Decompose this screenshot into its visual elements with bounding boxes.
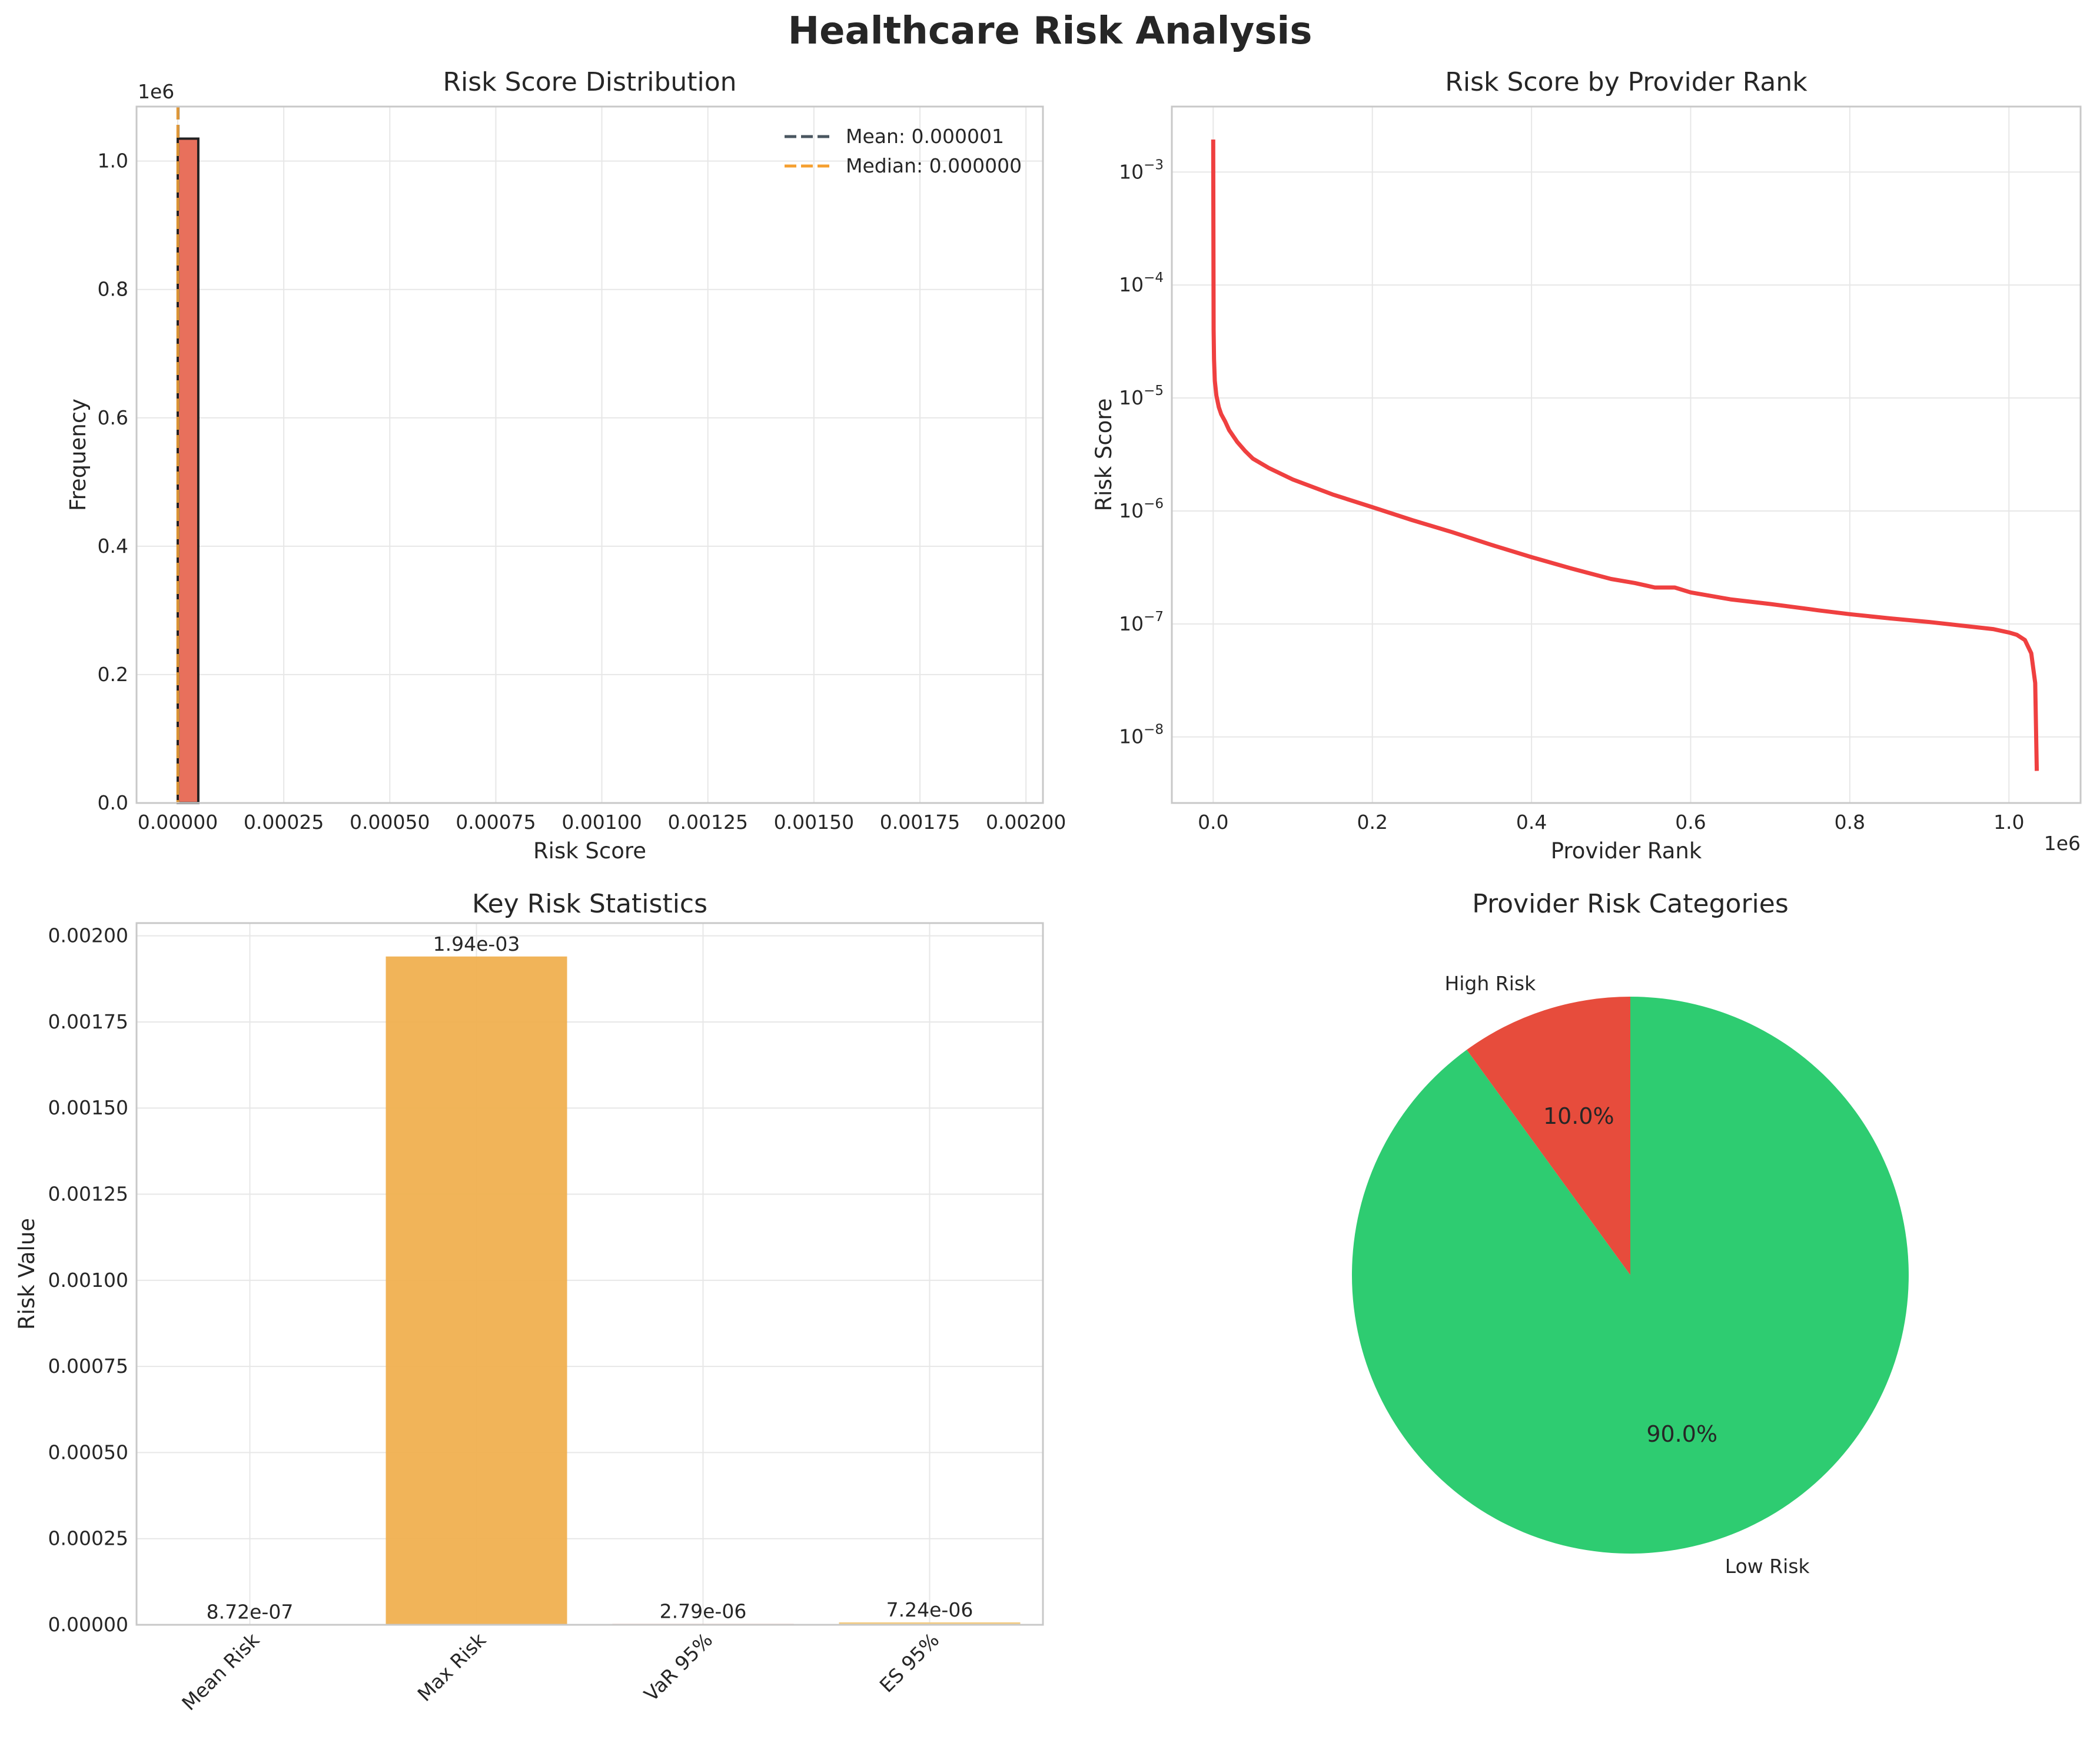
plot-area xyxy=(1172,107,2081,803)
x-tick-label: VaR 95% xyxy=(640,1628,717,1706)
x-tick-label: 0.00100 xyxy=(561,811,642,834)
y-tick-label: 0.00000 xyxy=(48,1613,128,1636)
chart-title: Provider Risk Categories xyxy=(1472,889,1789,919)
y-tick-label: 0.00200 xyxy=(48,924,128,947)
x-tick-label: 0.00175 xyxy=(880,811,960,834)
figure-title: Healthcare Risk Analysis xyxy=(788,9,1312,53)
y-tick-label: 0.2 xyxy=(98,663,128,686)
chart-title: Risk Score Distribution xyxy=(443,67,736,97)
y-tick-label: 1.0 xyxy=(98,150,128,172)
y-axis-label: Risk Score xyxy=(1091,398,1117,511)
x-tick-label: 0.00200 xyxy=(986,811,1066,834)
x-axis-label: Risk Score xyxy=(533,838,646,864)
y-tick-label: 0.00100 xyxy=(48,1269,128,1292)
x-tick-label: 0.6 xyxy=(1675,811,1706,834)
legend-entry: Mean: 0.000001 xyxy=(846,125,1004,148)
plot-frame xyxy=(135,105,1044,804)
x-tick-label: 0.00150 xyxy=(774,811,854,834)
plot-frame xyxy=(1171,105,2082,804)
y-tick-label: 0.00050 xyxy=(48,1441,128,1463)
series-line xyxy=(1211,139,2039,771)
pie-label: High Risk xyxy=(1444,972,1536,995)
bar-value-label: 8.72e-07 xyxy=(207,1600,294,1623)
x-tick-label: 0.00050 xyxy=(350,811,430,834)
x-tick-label: 0.00075 xyxy=(456,811,536,834)
x-tick-label: 0.0 xyxy=(1198,811,1228,834)
pie-slice xyxy=(1467,997,1630,1275)
x-tick-label: Mean Risk xyxy=(177,1628,264,1715)
x-tick-label: 0.8 xyxy=(1835,811,1865,834)
bar-value-label: 7.24e-06 xyxy=(886,1598,973,1621)
pie-slice xyxy=(1351,997,1909,1554)
y-tick-label: 10−5 xyxy=(1119,383,1164,409)
x-tick-label: 0.00000 xyxy=(138,811,218,834)
x-axis-label: Provider Rank xyxy=(1551,838,1702,864)
stat-bar xyxy=(386,956,567,1625)
y-tick-label: 0.00175 xyxy=(48,1010,128,1033)
bar-value-label: 2.79e-06 xyxy=(660,1599,747,1622)
y-tick-label: 0.8 xyxy=(98,278,128,301)
y-tick-label: 10−3 xyxy=(1119,157,1164,183)
y-tick-label: 10−6 xyxy=(1119,496,1164,522)
y-tick-label: 0.4 xyxy=(98,535,128,557)
y-tick-label: 10−8 xyxy=(1119,722,1164,748)
x-tick-label: 1.0 xyxy=(1993,811,2024,834)
y-axis-label: Frequency xyxy=(65,399,91,511)
y-tick-label: 0.0 xyxy=(98,791,128,814)
y-offset-label: 1e6 xyxy=(138,80,174,103)
pie-percent-label: 10.0% xyxy=(1543,1103,1614,1129)
x-tick-label: Max Risk xyxy=(413,1628,491,1705)
chart-title: Risk Score by Provider Rank xyxy=(1445,67,1807,97)
x-tick-label: ES 95% xyxy=(875,1628,943,1697)
histogram-bar xyxy=(176,137,200,805)
bar-value-label: 1.94e-03 xyxy=(433,932,520,955)
stat-bar xyxy=(839,1622,1021,1625)
x-tick-label: 0.00025 xyxy=(244,811,324,834)
y-tick-label: 10−4 xyxy=(1119,270,1164,296)
plot-area xyxy=(137,923,1043,1625)
y-tick-label: 0.00025 xyxy=(48,1527,128,1550)
chart-title: Key Risk Statistics xyxy=(472,889,707,919)
y-tick-label: 0.6 xyxy=(98,406,128,429)
y-tick-label: 0.00150 xyxy=(48,1096,128,1119)
y-tick-label: 0.00125 xyxy=(48,1183,128,1206)
plot-frame xyxy=(135,922,1044,1626)
pie-percent-label: 90.0% xyxy=(1646,1421,1717,1447)
pie-label: Low Risk xyxy=(1725,1555,1810,1578)
x-offset-label: 1e6 xyxy=(2044,832,2081,855)
x-tick-label: 0.00125 xyxy=(667,811,747,834)
y-axis-label: Risk Value xyxy=(14,1218,39,1330)
plot-area xyxy=(137,107,1043,803)
x-tick-label: 0.2 xyxy=(1357,811,1387,834)
y-tick-label: 0.00075 xyxy=(48,1355,128,1378)
x-tick-label: 0.4 xyxy=(1516,811,1547,834)
legend-entry: Median: 0.000000 xyxy=(846,154,1022,177)
y-tick-label: 10−7 xyxy=(1119,609,1164,635)
